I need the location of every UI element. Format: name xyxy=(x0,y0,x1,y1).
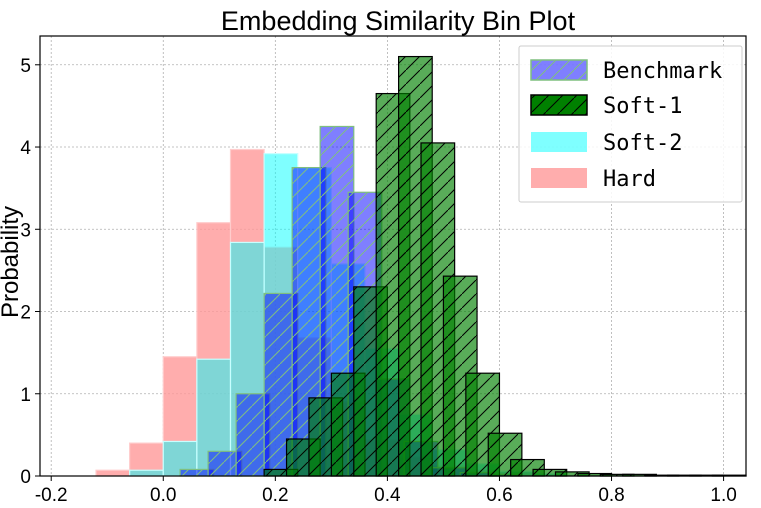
axes-layer: -0.2 0.0 0.2 0.4 0.6 0.8 1.0 0 1 2 3 4 5 xyxy=(20,35,747,506)
y-tick-label: 3 xyxy=(20,220,31,241)
bar-soft-2 xyxy=(129,469,164,477)
x-tick-label: 1.0 xyxy=(710,485,736,506)
x-tick-label: 0.2 xyxy=(262,485,288,506)
bar-hatch-soft-1 xyxy=(555,471,590,476)
legend-swatch-hard xyxy=(531,168,587,188)
x-tick-label: 0.6 xyxy=(486,485,512,506)
bar-hatch-soft-1 xyxy=(533,469,567,476)
x-tick-label: 0.8 xyxy=(598,485,624,506)
legend-label-soft-2: Soft-2 xyxy=(603,131,682,156)
legend-item-hard: Hard xyxy=(531,167,656,192)
legend: Benchmark Soft-1 Soft-2 Hard xyxy=(518,45,743,203)
y-tick-label: 1 xyxy=(20,385,31,406)
legend-frame xyxy=(518,45,743,203)
bar-hatch-soft-1 xyxy=(264,469,298,476)
chart-title: Embedding Similarity Bin Plot xyxy=(221,6,576,36)
legend-item-benchmark: Benchmark xyxy=(530,59,722,84)
legend-swatch-benchmark-hatch xyxy=(531,60,587,80)
x-tick-label: 0.4 xyxy=(374,485,401,506)
y-tick-label: 4 xyxy=(20,138,31,159)
bars-layer xyxy=(95,55,747,477)
bar-hatch-soft-1 xyxy=(577,473,612,476)
legend-swatch-soft-1-hatch xyxy=(531,95,587,115)
legend-label-benchmark: Benchmark xyxy=(603,59,722,84)
x-tick-label: -0.2 xyxy=(35,485,68,506)
x-tick-label: 0.0 xyxy=(150,485,176,506)
y-axis-label: Probability xyxy=(0,206,24,318)
y-tick-label: 0 xyxy=(20,467,31,488)
bar-hatch-benchmark xyxy=(180,469,214,476)
bar-hard xyxy=(95,469,131,477)
legend-item-soft-1: Soft-1 xyxy=(530,94,682,119)
legend-label-hard: Hard xyxy=(603,167,656,192)
legend-label-soft-1: Soft-1 xyxy=(603,94,682,119)
legend-item-soft-2: Soft-2 xyxy=(531,131,682,156)
y-tick-label: 2 xyxy=(20,303,31,324)
y-tick-label: 5 xyxy=(20,56,31,77)
axes-frame xyxy=(39,35,747,477)
bar-hatch-soft-1 xyxy=(622,474,657,476)
legend-swatch-soft-2 xyxy=(531,132,587,152)
bar-hatch-soft-1 xyxy=(600,474,634,476)
